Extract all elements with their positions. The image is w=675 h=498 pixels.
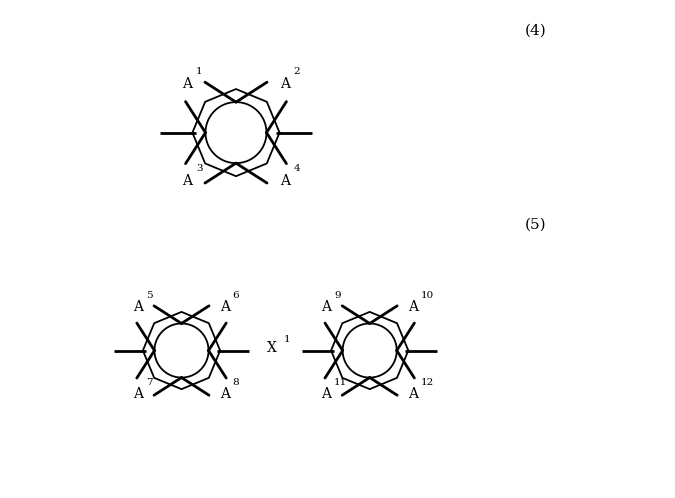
Text: 8: 8 [232, 377, 239, 387]
Text: 3: 3 [196, 164, 202, 173]
Text: 7: 7 [146, 377, 153, 387]
Text: 2: 2 [294, 67, 300, 76]
Text: A: A [279, 77, 290, 91]
Text: 12: 12 [421, 377, 434, 387]
Text: A: A [182, 77, 192, 91]
Text: 5: 5 [146, 291, 153, 300]
Text: 11: 11 [334, 377, 348, 387]
Text: (5): (5) [524, 217, 546, 231]
Text: 4: 4 [294, 164, 300, 173]
Text: 1: 1 [196, 67, 202, 76]
Text: A: A [134, 386, 143, 401]
Text: A: A [321, 386, 331, 401]
Text: A: A [134, 300, 143, 314]
Text: 10: 10 [421, 291, 434, 300]
Text: A: A [321, 300, 331, 314]
Text: A: A [408, 386, 418, 401]
Text: A: A [219, 300, 230, 314]
Text: 1: 1 [284, 335, 290, 344]
Text: A: A [408, 300, 418, 314]
Text: 9: 9 [334, 291, 341, 300]
Text: 6: 6 [232, 291, 239, 300]
Text: X: X [267, 341, 277, 355]
Text: (4): (4) [524, 24, 547, 38]
Text: A: A [219, 386, 230, 401]
Text: A: A [182, 174, 192, 188]
Text: A: A [279, 174, 290, 188]
